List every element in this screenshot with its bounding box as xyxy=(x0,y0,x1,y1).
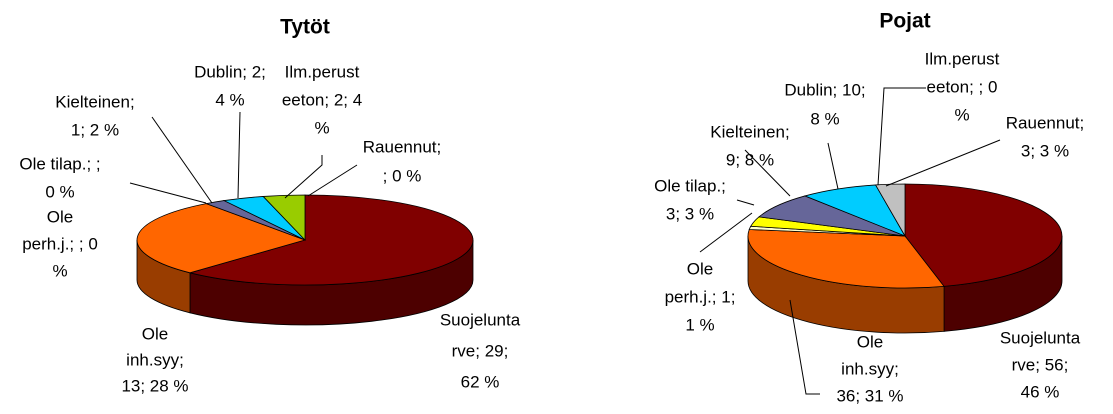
data-label: Suojelunta xyxy=(1000,328,1081,347)
pie-slice xyxy=(747,229,945,289)
data-label: Suojelunta xyxy=(440,310,521,329)
pie-slice xyxy=(262,194,306,241)
data-label: 0 % xyxy=(45,182,74,201)
chart-title: Pojat xyxy=(879,10,930,33)
data-label: 13; 28 % xyxy=(121,376,188,395)
leader-line xyxy=(151,116,213,204)
data-label: Ole xyxy=(857,332,883,351)
data-label: Ole tilap.; ; xyxy=(19,154,100,173)
data-label: perh.j.; 1; xyxy=(665,287,736,306)
pie-slice xyxy=(136,203,307,274)
leader-line xyxy=(736,199,755,206)
data-label: perh.j.; ; 0 xyxy=(22,234,98,253)
data-label: Ole xyxy=(47,207,73,226)
data-label: 4 % xyxy=(215,90,244,109)
data-label: 46 % xyxy=(1021,382,1060,401)
data-label: Ole xyxy=(142,324,168,343)
charts: Suojelunta rve; 29; 62 % Ole inh.syy; 13; 28 … xyxy=(19,49,1084,405)
data-label: Ole tilap.; xyxy=(654,176,726,195)
leader-line xyxy=(284,155,323,199)
data-label: % xyxy=(954,105,969,124)
data-label: Dublin; 2; xyxy=(194,62,266,81)
data-label: Ilm.perust xyxy=(925,49,1000,68)
data-label: inh.syy; xyxy=(126,350,184,369)
data-label: Rauennut; xyxy=(363,137,441,156)
leader-line xyxy=(699,212,753,253)
pie-slice xyxy=(188,194,474,286)
leader-line xyxy=(744,149,791,197)
data-label: Ole xyxy=(687,259,713,278)
data-label: Kielteinen; xyxy=(55,92,134,111)
data-label: 3; 3 % xyxy=(1021,141,1069,160)
leader-line xyxy=(885,139,1001,187)
data-label: 1 % xyxy=(685,315,714,334)
leader-line xyxy=(789,299,820,395)
data-label: 62 % xyxy=(461,372,500,391)
pie-tops xyxy=(747,183,1063,289)
data-label: eeton; 2; 4 xyxy=(282,90,362,109)
data-label: 9; 8 % xyxy=(726,150,774,169)
data-label: 36; 31 % xyxy=(836,386,903,405)
leader-line xyxy=(827,142,839,190)
chart-title: Tytöt xyxy=(280,16,330,39)
leader-line xyxy=(237,111,241,199)
data-label: ; 0 % xyxy=(383,166,422,185)
leader-line xyxy=(877,87,926,186)
data-label: inh.syy; xyxy=(841,359,899,378)
data-label: rve; 29; xyxy=(452,341,509,360)
data-label: 8 % xyxy=(810,109,839,128)
data-label: Ilm.perust xyxy=(285,62,360,81)
data-label: rve; 56; xyxy=(1012,355,1069,374)
data-label: % xyxy=(52,261,67,280)
data-label: Rauennut; xyxy=(1006,113,1084,132)
pie-slice xyxy=(904,183,1063,287)
data-label: 3; 3 % xyxy=(666,204,714,223)
leader-line xyxy=(307,164,358,197)
data-label: 1; 2 % xyxy=(71,120,119,139)
data-label: Dublin; 10; xyxy=(784,80,865,99)
data-label: eeton; ; 0 xyxy=(927,77,998,96)
data-label: Kielteinen; xyxy=(710,122,789,141)
data-label: % xyxy=(314,118,329,137)
leader-line xyxy=(129,182,207,204)
pie-tops xyxy=(136,194,474,286)
